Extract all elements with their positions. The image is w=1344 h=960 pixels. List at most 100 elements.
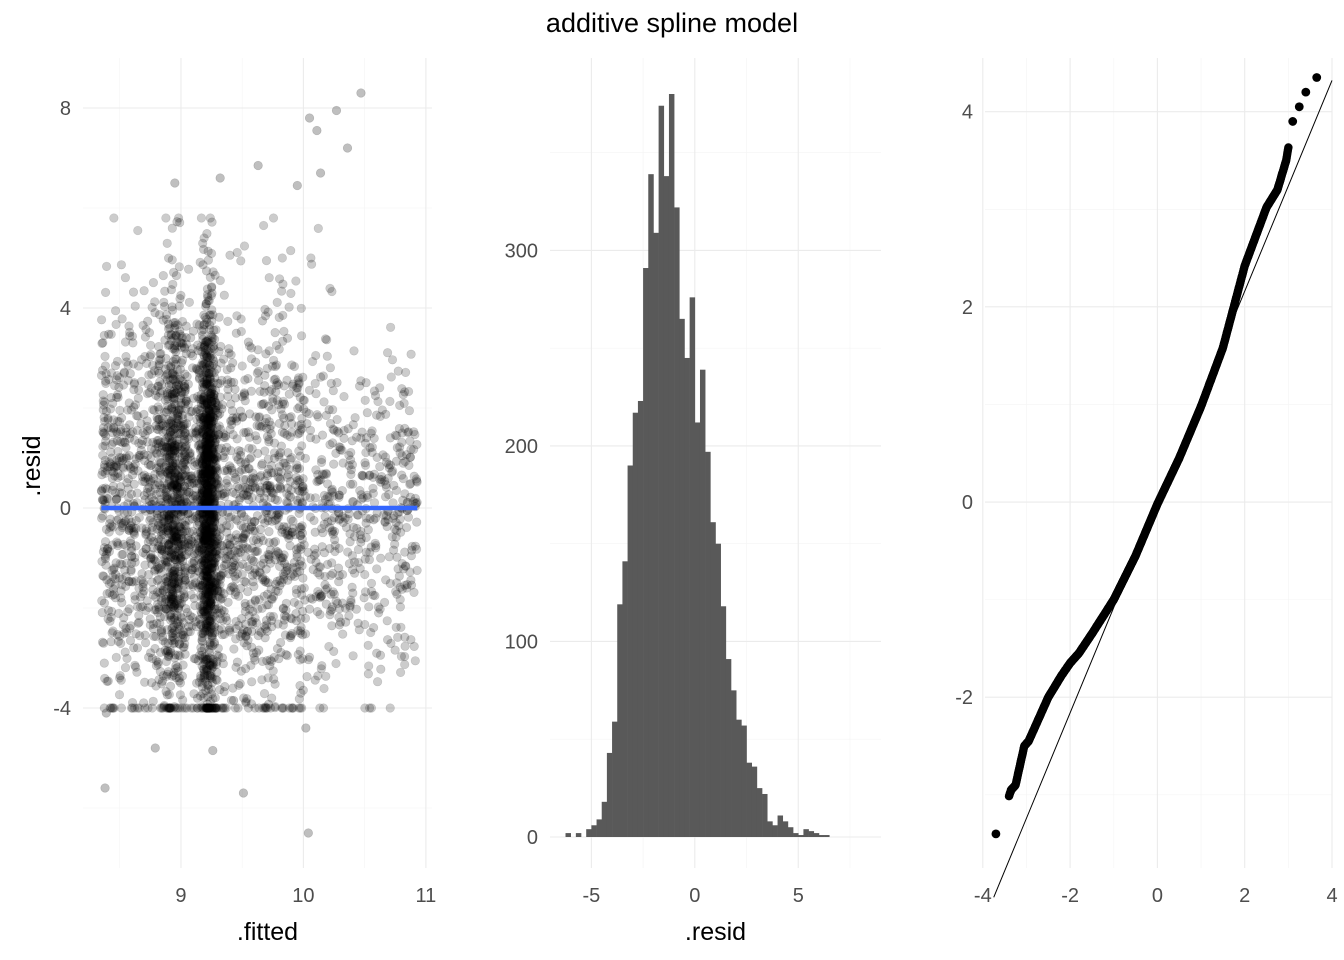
scatter-point: [327, 621, 337, 631]
scatter-point: [253, 345, 263, 355]
scatter-point: [144, 602, 154, 613]
scatter-point: [175, 364, 185, 374]
scatter-point: [229, 644, 239, 654]
scatter-point: [338, 458, 348, 468]
histogram-bar: [720, 606, 727, 837]
scatter-point: [317, 430, 328, 440]
outlier-point: [315, 168, 326, 178]
scatter-point: [216, 443, 226, 453]
scatter-point: [282, 430, 292, 440]
panel1-x-tick-label: 10: [292, 885, 314, 907]
scatter-point: [269, 652, 279, 663]
scatter-point: [166, 417, 176, 427]
scatter-point: [264, 464, 274, 474]
scatter-point: [254, 594, 264, 605]
scatter-point: [327, 527, 337, 537]
scatter-point: [270, 328, 280, 338]
scatter-point: [177, 465, 187, 475]
scatter-point: [177, 445, 187, 456]
scatter-point: [268, 591, 279, 602]
scatter-point: [323, 517, 333, 527]
scatter-point: [171, 388, 181, 398]
outlier-point: [170, 178, 180, 188]
scatter-point: [169, 267, 179, 278]
scatter-point: [274, 344, 284, 354]
scatter-point: [304, 604, 315, 614]
histogram-bar: [684, 357, 690, 837]
scatter-point: [264, 526, 274, 537]
scatter-point: [101, 431, 111, 441]
scatter-point: [273, 467, 283, 477]
scatter-point: [101, 378, 111, 389]
scatter-point: [201, 379, 211, 389]
scatter-point: [139, 286, 149, 296]
scatter-point: [203, 478, 213, 488]
scatter-point: [188, 326, 198, 336]
scatter-point: [251, 618, 261, 628]
scatter-point: [207, 384, 217, 394]
scatter-point: [111, 494, 121, 505]
scatter-point: [374, 608, 384, 618]
scatter-point: [210, 627, 220, 638]
scatter-point: [250, 526, 260, 536]
scatter-point: [279, 413, 289, 423]
scatter-point: [370, 391, 381, 401]
panel1-y-axis-title: .resid: [18, 435, 46, 496]
scatter-point: [180, 592, 190, 602]
scatter-point: [286, 288, 296, 299]
scatter-point: [154, 541, 164, 551]
histogram-bar: [648, 174, 654, 838]
scatter-point: [326, 378, 336, 389]
scatter-point: [145, 461, 156, 471]
scatter-point: [168, 458, 178, 469]
scatter-point: [116, 424, 126, 435]
scatter-point: [113, 540, 123, 551]
scatter-point: [288, 523, 298, 534]
scatter-point: [400, 456, 410, 467]
scatter-point: [110, 593, 121, 603]
histogram-bar: [653, 232, 659, 837]
scatter-point: [128, 427, 138, 437]
scatter-point: [291, 608, 301, 619]
scatter-point: [153, 381, 163, 391]
histogram-bar: [601, 801, 608, 837]
scatter-point: [236, 314, 246, 324]
scatter-point: [313, 223, 323, 233]
scatter-point: [147, 302, 157, 313]
scatter-point: [163, 651, 173, 662]
scatter-point: [329, 646, 339, 657]
scatter-point: [302, 419, 312, 429]
scatter-point: [195, 417, 206, 428]
histogram-bar: [798, 835, 804, 837]
scatter-point: [390, 539, 400, 549]
scatter-point: [121, 357, 132, 367]
scatter-point: [150, 484, 160, 494]
scatter-point: [156, 497, 166, 508]
scatter-point: [205, 638, 215, 648]
scatter-point: [161, 213, 171, 223]
scatter-point: [260, 633, 270, 643]
scatter-point: [200, 390, 210, 400]
scatter-point: [366, 703, 377, 713]
scatter-point: [96, 315, 107, 325]
scatter-point: [111, 652, 121, 663]
scatter-point: [208, 310, 218, 320]
scatter-point: [219, 560, 229, 571]
scatter-point: [203, 530, 213, 541]
scatter-point: [202, 415, 212, 425]
scatter-point: [113, 472, 123, 483]
scatter-point: [174, 434, 184, 445]
scatter-point: [392, 443, 402, 453]
scatter-point: [325, 363, 336, 373]
scatter-point: [119, 613, 129, 623]
scatter-point: [361, 447, 371, 458]
histogram-bar: [627, 465, 634, 837]
scatter-point: [313, 476, 324, 486]
scatter-point: [206, 623, 216, 633]
scatter-point: [219, 290, 229, 300]
outlier-point: [101, 708, 111, 718]
scatter-point: [207, 494, 217, 504]
scatter-point: [332, 414, 342, 425]
scatter-point: [203, 589, 213, 599]
